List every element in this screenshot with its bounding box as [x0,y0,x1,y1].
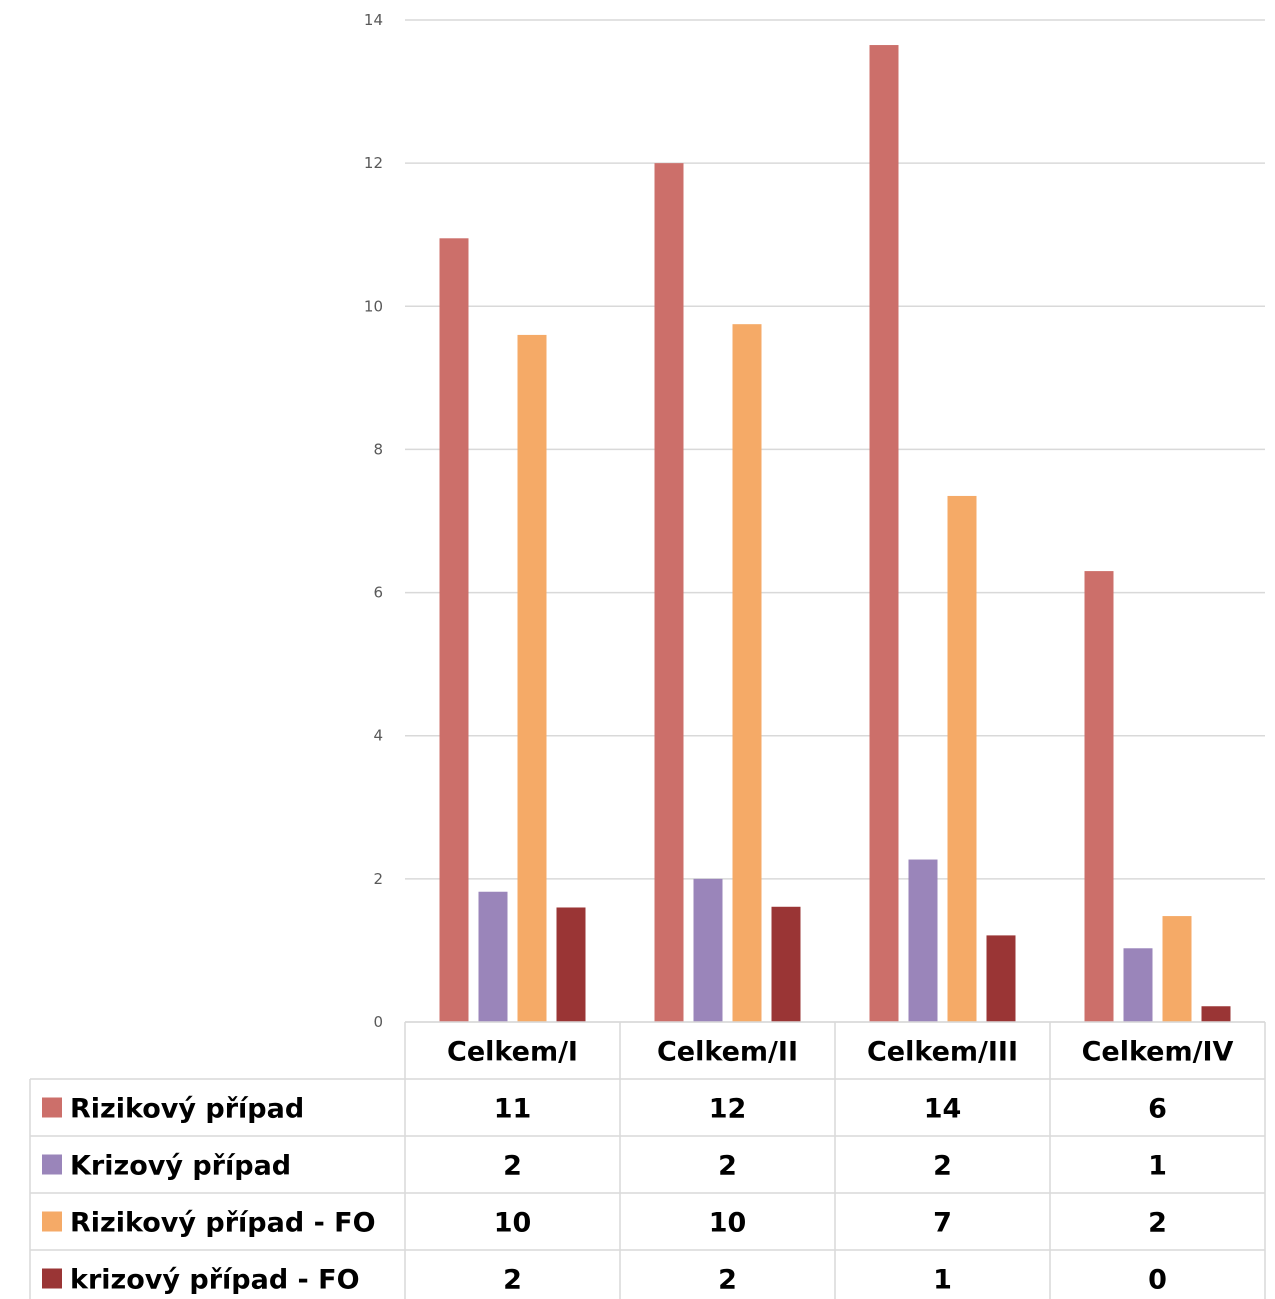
table-cell-value: 10 [494,1208,532,1239]
legend-swatch [42,1211,62,1232]
bar [986,935,1016,1022]
gridlines [405,19,1265,1023]
y-tick-label: 8 [373,440,383,458]
y-tick-label: 12 [364,154,383,172]
category-label: Celkem/II [657,1037,798,1068]
y-tick-label: 0 [373,1013,383,1031]
series-label: krizový případ - FO [70,1265,360,1296]
category-label: Celkem/III [867,1037,1018,1068]
y-tick-label: 4 [373,727,383,745]
bar [908,859,938,1022]
table-cell-value: 12 [709,1094,747,1125]
series-label: Rizikový případ - FO [70,1208,376,1239]
table-cell-value: 2 [503,1265,522,1296]
table-cell-value: 10 [709,1208,747,1239]
bar [478,891,508,1022]
bar [556,907,586,1022]
table-cell-value: 2 [933,1151,952,1182]
table-cell-value: 2 [718,1265,737,1296]
y-axis-ticks: 0 2 4 6 8 10 12 14 [364,11,383,1031]
table-cell-value: 11 [494,1094,532,1125]
bar [439,238,469,1023]
table-cell-value: 7 [933,1208,952,1239]
table-cell-value: 1 [1148,1151,1167,1182]
legend-swatch [42,1268,62,1289]
bar [517,334,547,1022]
table-cell-value: 2 [718,1151,737,1182]
y-tick-label: 6 [373,584,383,602]
bar [1201,1006,1231,1022]
bar [947,495,977,1022]
category-label: Celkem/IV [1082,1037,1234,1068]
table-cell-value: 6 [1148,1094,1167,1125]
table-cell-value: 1 [933,1265,952,1296]
series-label: Rizikový případ [70,1094,304,1125]
bar [1162,916,1192,1022]
series-label: Krizový případ [70,1151,291,1182]
table-cell-value: 2 [503,1151,522,1182]
y-tick-label: 10 [364,297,383,315]
legend-swatch [42,1154,62,1175]
bar [869,45,899,1023]
table-cell-value: 2 [1148,1208,1167,1239]
category-label: Celkem/I [447,1037,578,1068]
legend-swatch [42,1097,62,1118]
bar [771,906,801,1022]
data-table: Celkem/I Celkem/II Celkem/III Celkem/IV Rizi… [29,1021,1266,1299]
y-tick-label: 2 [373,870,383,888]
y-tick-label: 14 [364,11,383,29]
table-cell-value: 14 [924,1094,962,1125]
bar [1123,948,1153,1022]
bar [654,163,684,1023]
bar [1084,571,1114,1022]
bar [693,878,723,1022]
bars [439,45,1231,1023]
bar [732,324,762,1022]
table-cell-value: 0 [1148,1265,1167,1296]
